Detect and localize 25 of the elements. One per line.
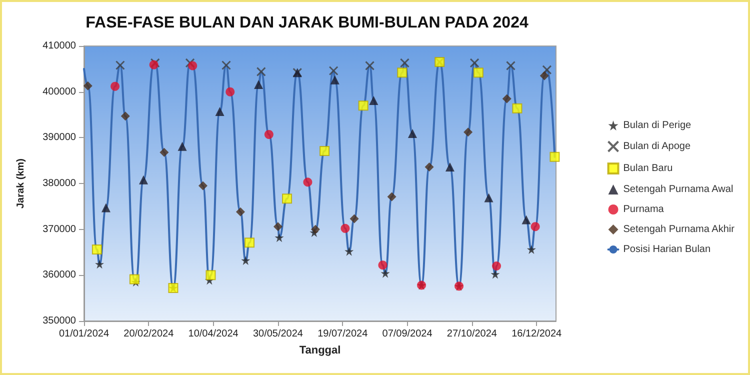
legend-label: Bulan di Apoge: [623, 141, 691, 152]
y-tick-label: 380000: [42, 178, 76, 189]
x-tick-label: 19/07/2024: [318, 328, 368, 340]
y-tick-label: 360000: [42, 270, 76, 281]
x-tick-label: 10/04/2024: [188, 328, 239, 340]
y-tick-label: 370000: [42, 224, 76, 235]
legend-label: Bulan di Perige: [623, 120, 692, 131]
y-tick-label: 390000: [42, 132, 76, 144]
legend-label: Setengah Purnama Akhir: [623, 224, 736, 235]
x-tick-label: 20/02/2024: [124, 328, 174, 340]
chart-title: FASE-FASE BULAN DAN JARAK BUMI-BULAN PADA 2024: [86, 14, 528, 32]
x-tick-label: 01/01/2024: [58, 328, 110, 340]
x-tick-label: 16/12/2024: [512, 328, 562, 340]
legend-label: Setengah Purnama Awal: [623, 184, 734, 195]
legend-label: Purnama: [623, 204, 664, 215]
x-tick-label: 27/10/2024: [446, 328, 498, 340]
y-tick-label: 410000: [42, 40, 76, 52]
x-tick-label: 07/09/2024: [382, 328, 433, 340]
y-tick-label: 400000: [42, 86, 76, 98]
x-axis-title: Tanggal: [299, 344, 341, 356]
x-tick-label: 30/05/2024: [252, 328, 304, 340]
y-axis-title: Jarak (km): [16, 158, 26, 209]
legend-label: Bulan Baru: [623, 163, 673, 174]
y-tick-label: 350000: [42, 316, 76, 326]
legend-label: Posisi Harian Bulan: [623, 244, 711, 255]
